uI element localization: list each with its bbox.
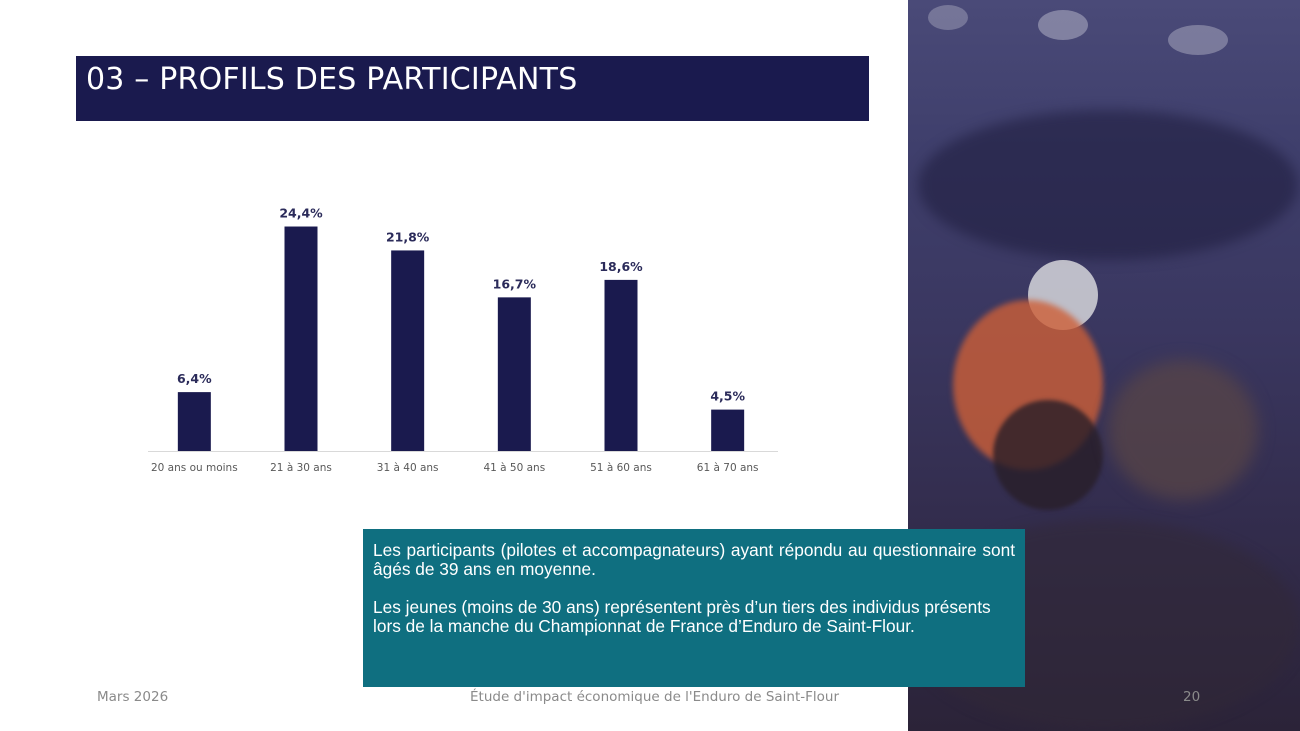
slide-title: 03 – PROFILS DES PARTICIPANTS: [86, 62, 578, 97]
bar-4: [604, 279, 638, 451]
footer-study-title: Étude d'impact économique de l'Enduro de…: [470, 689, 840, 705]
x-tick-label-5: 61 à 70 ans: [697, 462, 759, 474]
x-tick-label-0: 20 ans ou moins: [151, 462, 238, 474]
data-label-1: 24,4%: [279, 206, 323, 221]
age-distribution-bar-chart: 6,4% 20 ans ou moins 24,4% 21 à 30 ans 21,8%…: [148, 206, 778, 474]
data-label-3: 16,7%: [493, 276, 537, 291]
data-label-0: 6,4%: [177, 371, 212, 386]
bar-5: [711, 409, 745, 451]
x-tick-label-1: 21 à 30 ans: [270, 462, 332, 474]
title-bar: 03 – PROFILS DES PARTICIPANTS: [76, 56, 869, 121]
x-tick-label-2: 31 à 40 ans: [377, 462, 439, 474]
bar-1: [284, 226, 318, 451]
data-label-2: 21,8%: [386, 229, 430, 244]
bar-2: [391, 250, 425, 451]
footer-page-number: 20: [1183, 689, 1201, 705]
note-paragraph-1: Les participants (pilotes et accompagnat…: [373, 540, 1015, 579]
note-paragraph-2: Les jeunes (moins de 30 ans) représenten…: [373, 597, 991, 636]
footer-date: Mars 2026: [97, 689, 169, 705]
bar-3: [497, 297, 531, 451]
data-label-4: 18,6%: [599, 259, 643, 274]
x-tick-label-3: 41 à 50 ans: [483, 462, 545, 474]
x-tick-label-4: 51 à 60 ans: [590, 462, 652, 474]
bars-layer: [177, 226, 745, 451]
summary-note-box: Les participants (pilotes et accompagnat…: [363, 529, 1025, 687]
bar-0: [177, 392, 211, 451]
data-label-5: 4,5%: [710, 389, 745, 404]
labels-layer: 6,4% 20 ans ou moins 24,4% 21 à 30 ans 21,8%…: [151, 206, 759, 474]
